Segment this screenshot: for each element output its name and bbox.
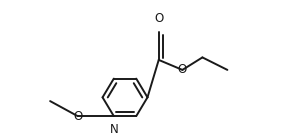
Text: N: N (109, 123, 118, 136)
Text: O: O (73, 110, 82, 123)
Text: O: O (154, 12, 163, 25)
Text: O: O (178, 63, 187, 76)
